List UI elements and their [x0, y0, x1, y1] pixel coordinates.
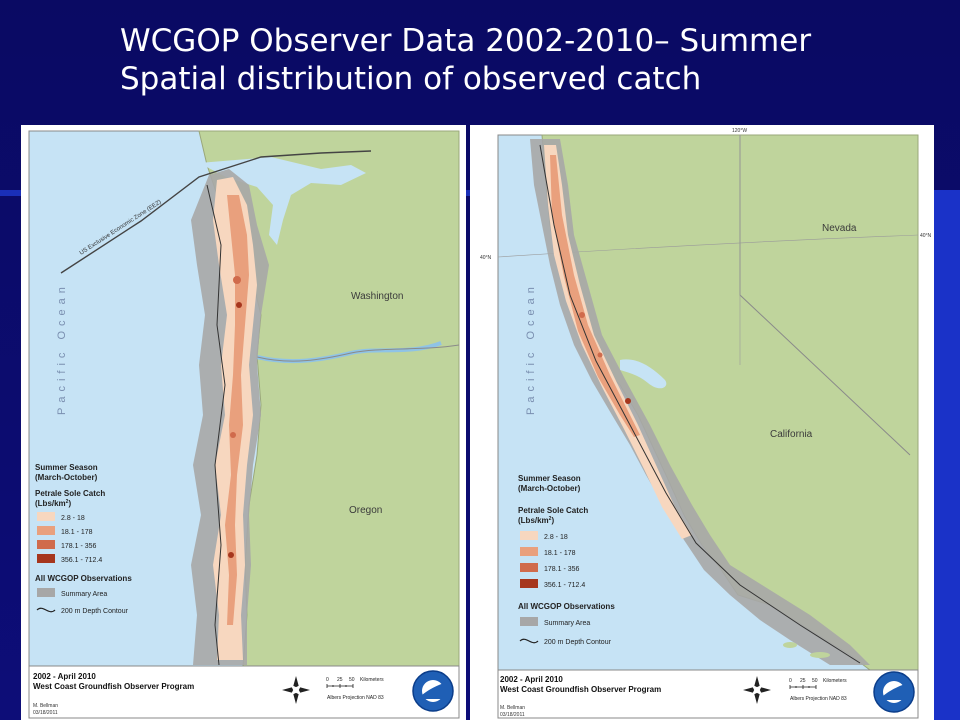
channel-island — [783, 642, 797, 648]
slide-title-line-1: WCGOP Observer Data 2002-2010– Summer — [120, 23, 812, 59]
slide-title-line-2: Spatial distribution of observed catch — [120, 61, 702, 97]
scale-bar — [789, 685, 817, 689]
map-panel-washington-oregon: US Exclusive Economic Zone (EEZ) Pacific… — [21, 125, 466, 720]
legend-species: Petrale Sole Catch — [518, 506, 588, 515]
legend-swatch-1 — [37, 512, 55, 521]
legend-swatch-4 — [520, 579, 538, 588]
legend-unit: (Lbs/km2) — [35, 499, 71, 508]
footer-date: 03/18/2011 — [500, 712, 525, 718]
legend-months: (March-October) — [518, 484, 581, 493]
scale-unit: Kilometers — [823, 678, 847, 684]
legend-months: (March-October) — [35, 473, 98, 482]
footer-date: 03/18/2011 — [33, 710, 58, 716]
legend-summary: Summary Area — [61, 591, 107, 598]
legend-class-3: 178.1 - 356 — [544, 566, 580, 573]
ocean-label: Pacific Ocean — [56, 282, 68, 415]
slide-title: WCGOP Observer Data 2002-2010– Summer Sp… — [120, 22, 811, 98]
catch-hotspot — [597, 352, 603, 358]
state-label-washington: Washington — [351, 291, 403, 302]
catch-hotspot — [228, 552, 234, 558]
legend-season: Summer Season — [35, 463, 98, 472]
catch-density-mid — [225, 195, 249, 625]
footer-projection: Albers Projection NAD 83 — [790, 696, 847, 702]
legend-class-4: 356.1 - 712.4 — [544, 582, 585, 589]
ocean-label: Pacific Ocean — [525, 282, 537, 415]
legend-class-4: 356.1 - 712.4 — [61, 557, 102, 564]
footer-period: 2002 - April 2010 — [500, 675, 563, 684]
map-footer — [497, 669, 919, 719]
footer-projection: Albers Projection NAD 83 — [327, 695, 384, 701]
footer-author: M. Bellman — [500, 705, 525, 711]
legend-swatch-summary — [520, 617, 538, 626]
compass-rose-icon — [282, 676, 310, 704]
summary-area — [530, 139, 870, 665]
channel-island — [810, 652, 830, 658]
legend-swatch-4 — [37, 554, 55, 563]
depth-contour — [539, 144, 861, 664]
scale-tick-25: 25 — [800, 678, 806, 684]
legend-unit: (Lbs/km2) — [518, 516, 554, 525]
scale-tick-0: 0 — [789, 678, 792, 684]
graticule-lat-left-label: 40°N — [480, 255, 492, 261]
noaa-logo-icon — [873, 671, 915, 713]
legend-swatch-3 — [37, 540, 55, 549]
legend-obs-title: All WCGOP Observations — [518, 602, 615, 611]
legend-class-2: 18.1 - 178 — [61, 529, 93, 536]
footer-period: 2002 - April 2010 — [33, 672, 96, 681]
footer-author: M. Bellman — [33, 703, 58, 709]
depth-contour — [206, 184, 226, 666]
accent-sidebar — [930, 190, 960, 720]
legend-class-1: 2.8 - 18 — [544, 534, 568, 541]
map-footer — [28, 665, 460, 719]
state-label-california: California — [770, 429, 813, 440]
scale-tick-50: 50 — [812, 678, 818, 684]
legend-swatch-1 — [520, 531, 538, 540]
noaa-logo-icon — [412, 670, 454, 712]
compass-rose-icon — [743, 676, 771, 704]
legend-swatch-2 — [37, 526, 55, 535]
legend-class-2: 18.1 - 178 — [544, 550, 576, 557]
sf-bay-water — [620, 359, 667, 389]
eez-line — [60, 150, 372, 274]
legend-summary: Summary Area — [544, 620, 590, 627]
map-legend: Summer Season (March-October) Petrale So… — [518, 474, 615, 646]
scale-tick-50: 50 — [349, 677, 355, 683]
scale-bar — [326, 684, 354, 688]
catch-hotspot — [625, 398, 631, 404]
legend-swatch-2 — [520, 547, 538, 556]
legend-season: Summer Season — [518, 474, 581, 483]
state-label-nevada: Nevada — [822, 223, 857, 234]
catch-hotspot — [233, 276, 241, 284]
state-label-oregon: Oregon — [349, 505, 382, 516]
map-legend: Summer Season (March-October) Petrale So… — [35, 463, 132, 615]
legend-contour-line — [519, 638, 539, 644]
catch-hotspot — [579, 312, 585, 318]
scale-unit: Kilometers — [360, 677, 384, 683]
scale-tick-25: 25 — [337, 677, 343, 683]
legend-contour: 200 m Depth Contour — [61, 608, 129, 615]
legend-contour-line — [36, 607, 56, 613]
legend-swatch-summary — [37, 588, 55, 597]
legend-obs-title: All WCGOP Observations — [35, 574, 132, 583]
footer-program: West Coast Groundfish Observer Program — [500, 685, 661, 694]
map-washington-oregon: US Exclusive Economic Zone (EEZ) Pacific… — [28, 130, 460, 719]
map-california: 120°W 40°N 40°N Pacific Ocean Nevada Cal… — [480, 128, 932, 719]
legend-swatch-3 — [520, 563, 538, 572]
graticule-lon-label: 120°W — [732, 128, 747, 134]
legend-class-1: 2.8 - 18 — [61, 515, 85, 522]
map-panel-california: 120°W 40°N 40°N Pacific Ocean Nevada Cal… — [470, 125, 934, 720]
footer-program: West Coast Groundfish Observer Program — [33, 682, 194, 691]
scale-tick-0: 0 — [326, 677, 329, 683]
legend-species: Petrale Sole Catch — [35, 489, 105, 498]
catch-hotspot — [236, 302, 242, 308]
catch-hotspot — [230, 432, 236, 438]
state-boundary — [256, 344, 460, 362]
legend-class-3: 178.1 - 356 — [61, 543, 97, 550]
graticule-lat-right-label: 40°N — [920, 233, 932, 239]
legend-contour: 200 m Depth Contour — [544, 639, 612, 646]
